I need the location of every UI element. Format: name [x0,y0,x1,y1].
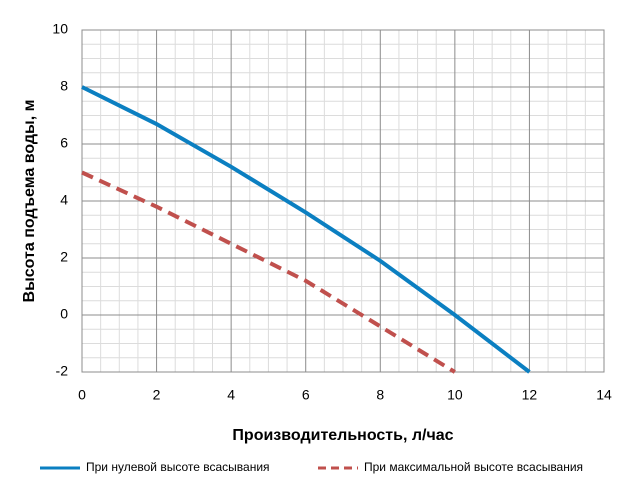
x-axis-title: Производительность, л/час [232,427,453,444]
y-tick-label: 2 [60,249,68,265]
x-tick-label: 14 [596,387,612,403]
x-tick-label: 6 [302,387,310,403]
y-tick-label: 6 [60,135,68,151]
line-series [81,170,456,374]
y-tick-label: -2 [56,363,69,379]
y-tick-label: 8 [60,78,68,94]
x-tick-label: 0 [78,387,86,403]
x-tick-label: 4 [227,387,235,403]
x-tick-label: 2 [153,387,161,403]
y-axis-title: Высота подъема воды, м [21,100,38,303]
x-tick-label: 12 [522,387,538,403]
legend-label: При максимальной высоте всасывания [364,460,583,474]
y-tick-label: 0 [60,306,68,322]
legend-label: При нулевой высоте всасывания [86,460,270,474]
y-tick-label: 4 [60,192,68,208]
x-tick-label: 8 [376,387,384,403]
line-series [81,85,531,374]
y-tick-label: 10 [52,21,68,37]
x-tick-label: 10 [447,387,463,403]
